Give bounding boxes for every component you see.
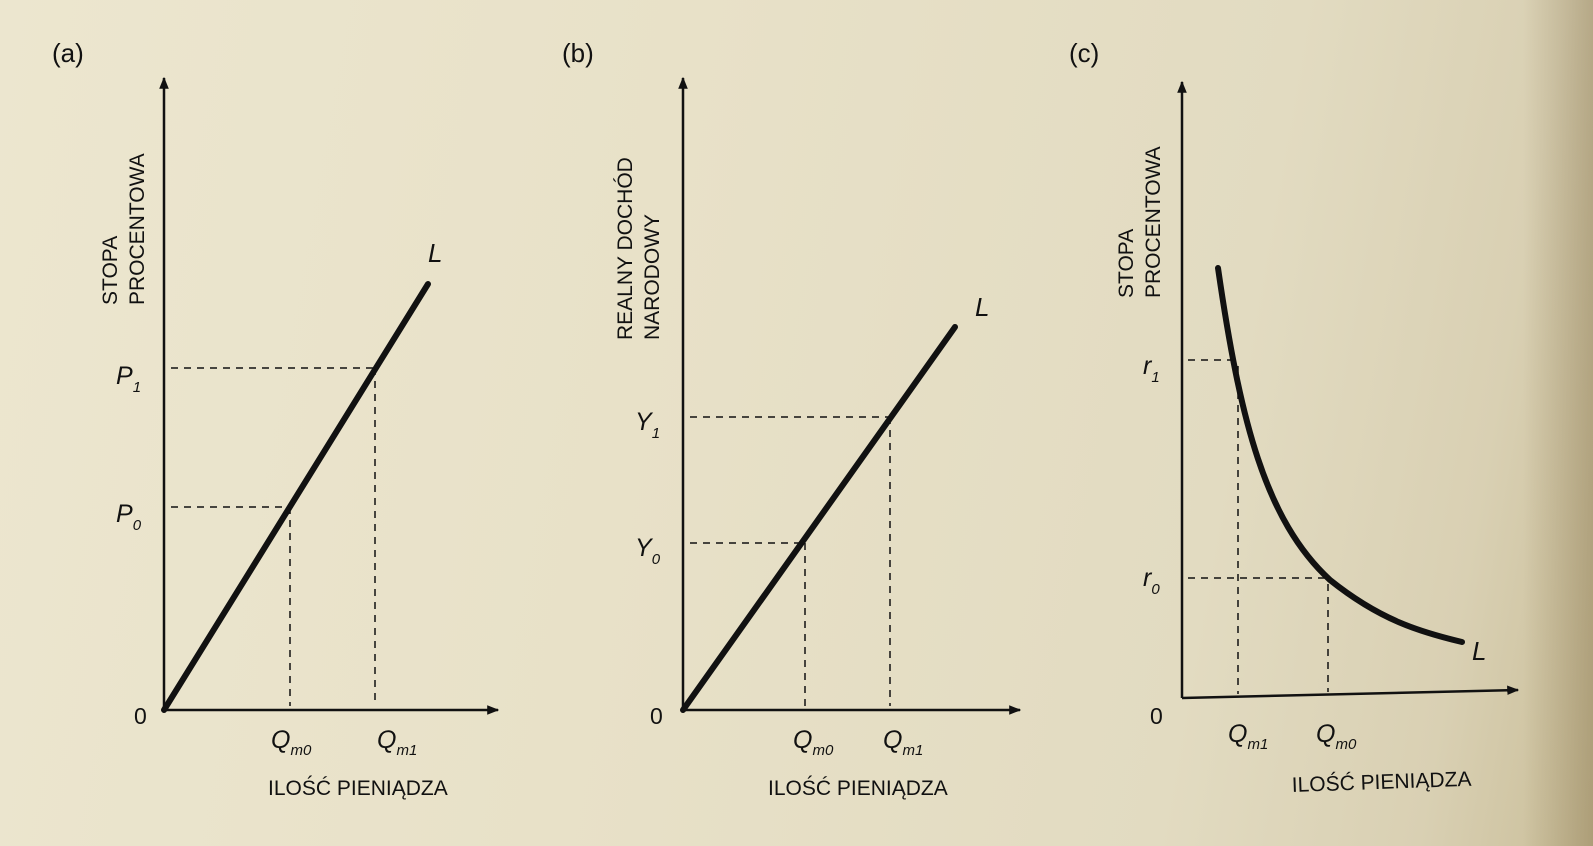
panel-a-tick-qm1: Qm1 [377, 726, 417, 759]
panel-a-curve-L [161, 281, 431, 713]
panel-a-tick-p1: P1 [116, 362, 141, 396]
panel-b-y-title-line2: NARODOWY [641, 214, 664, 340]
panel-c-tag: (c) [1069, 38, 1099, 68]
panel-a-y-title-line2: PROCENTOWA [126, 153, 149, 305]
panel-b: (b) REALNY DOCHÓD NARODOWY 0 L Y1 Y0 Qm0… [562, 38, 1022, 800]
panel-a-tag: (a) [52, 38, 84, 68]
panel-a-y-title-line1: STOPA [99, 236, 122, 305]
panel-a-tick-qm0: Qm0 [271, 726, 312, 759]
panel-b-x-axis-title: ILOŚĆ PIENIĄDZA [768, 776, 948, 800]
panel-c-x-axis-title: ILOŚĆ PIENIĄDZA [1291, 767, 1471, 797]
panel-c-tick-qm0: Qm0 [1316, 720, 1357, 753]
panel-c-curve-label: L [1472, 636, 1486, 666]
panel-b-tag: (b) [562, 38, 594, 68]
panel-a: (a) STOPA PROCENTOWA 0 L P1 P0 Qm0 Qm1 I… [52, 38, 500, 800]
panel-a-x-axis-title: ILOŚĆ PIENIĄDZA [268, 776, 448, 800]
panel-a-y-axis-title: STOPA PROCENTOWA [99, 153, 149, 305]
panel-c-origin: 0 [1150, 703, 1163, 729]
panel-a-curve-label: L [428, 238, 442, 268]
panel-c-tick-r0: r0 [1143, 564, 1160, 598]
panel-b-curve-L [680, 324, 958, 713]
panel-b-y-axis-title: REALNY DOCHÓD NARODOWY [614, 157, 664, 340]
panel-b-curve-label: L [975, 292, 989, 322]
panel-c-y-title-line2: PROCENTOWA [1142, 146, 1165, 298]
panel-b-tick-y0: Y0 [635, 534, 661, 568]
panel-c-curve-L [1215, 265, 1465, 645]
panel-a-origin: 0 [134, 703, 147, 729]
panel-c-x-axis [1181, 685, 1520, 700]
panel-b-y-title-line1: REALNY DOCHÓD [614, 157, 637, 340]
panel-b-origin: 0 [650, 703, 663, 729]
panel-a-tick-p0: P0 [116, 500, 142, 534]
panel-c-tick-qm1: Qm1 [1228, 720, 1268, 753]
panel-b-tick-qm1: Qm1 [883, 726, 923, 759]
panel-c: (c) STOPA PROCENTOWA 0 L r1 r0 Qm1 Qm0 I… [1069, 38, 1520, 797]
panel-b-tick-y1: Y1 [635, 408, 660, 442]
panel-b-tick-qm0: Qm0 [793, 726, 834, 759]
panel-c-tick-r1: r1 [1143, 352, 1160, 386]
page-edge-shadow [1523, 0, 1593, 846]
panel-c-y-title-line1: STOPA [1115, 229, 1138, 298]
panel-c-y-axis-title: STOPA PROCENTOWA [1115, 146, 1165, 298]
